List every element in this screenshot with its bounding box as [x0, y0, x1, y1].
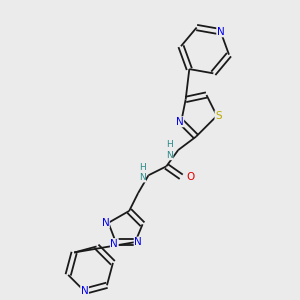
- Text: N: N: [217, 27, 224, 37]
- Text: N: N: [110, 238, 118, 249]
- Text: N: N: [134, 237, 142, 247]
- Text: S: S: [215, 111, 222, 121]
- Text: N: N: [176, 117, 184, 127]
- Text: H
N: H N: [139, 163, 146, 182]
- Text: H
N: H N: [166, 140, 173, 160]
- Text: O: O: [187, 172, 195, 182]
- Text: N: N: [101, 218, 109, 228]
- Text: N: N: [81, 286, 88, 296]
